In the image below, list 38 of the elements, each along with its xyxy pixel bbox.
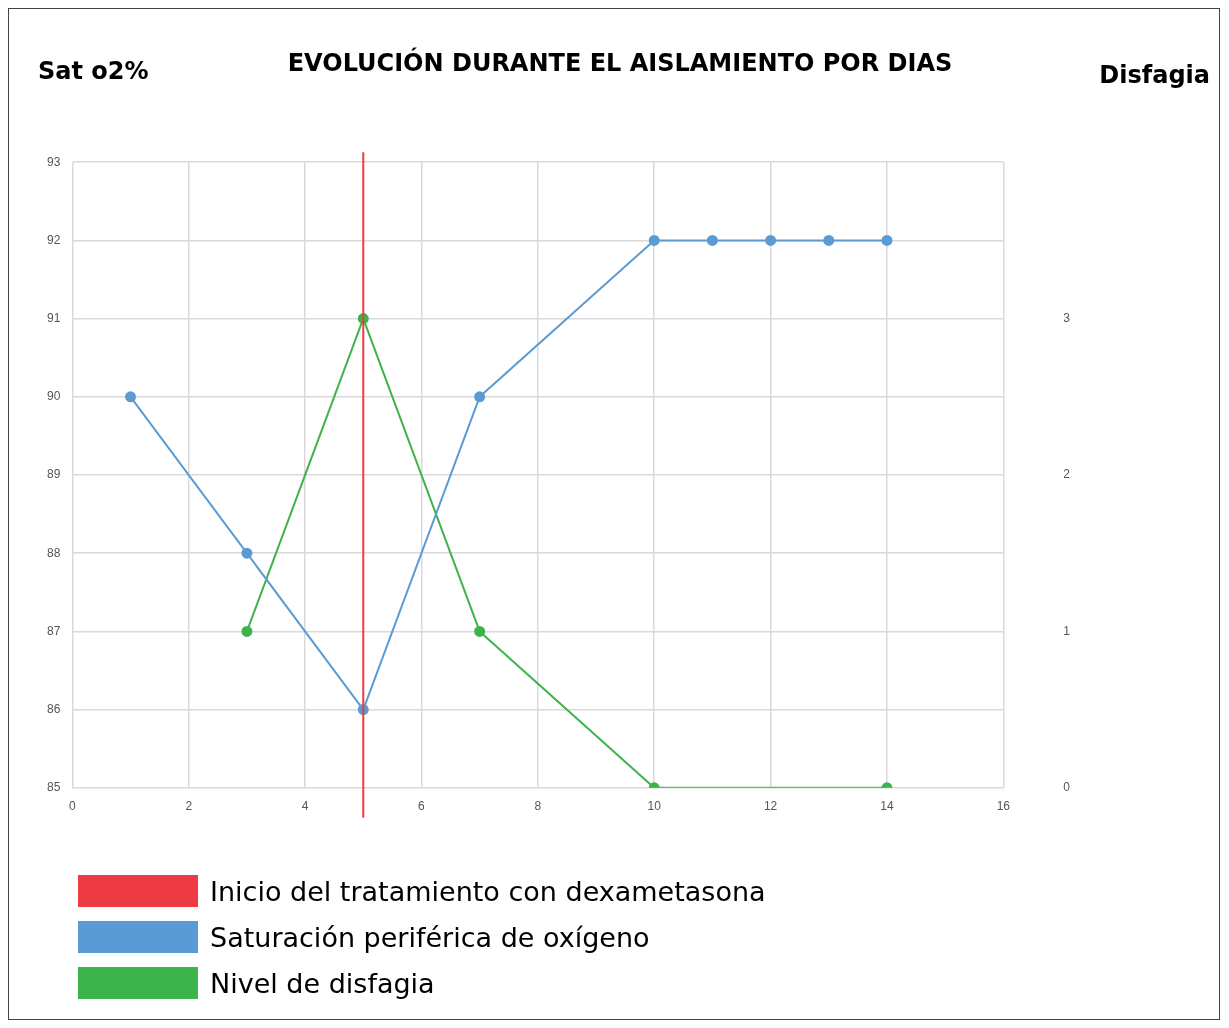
y2-axis-title: Disfagia bbox=[1099, 61, 1210, 89]
y-tick-label: 86 bbox=[46, 701, 61, 716]
y-tick-label: 88 bbox=[46, 545, 61, 560]
point bbox=[706, 234, 718, 246]
legend-label: Nivel de disfagia bbox=[210, 967, 435, 999]
point bbox=[474, 391, 486, 403]
point bbox=[648, 234, 660, 246]
point bbox=[125, 391, 137, 403]
x-tick-label: 6 bbox=[418, 799, 426, 814]
x-tick-label: 4 bbox=[301, 799, 309, 814]
x-tick-label: 12 bbox=[763, 799, 778, 814]
y-tick-label: 90 bbox=[46, 389, 61, 404]
y-tick-label: 85 bbox=[46, 780, 61, 795]
chart-title: EVOLUCIÓN DURANTE EL AISLAMIENTO POR DIAS bbox=[287, 49, 953, 77]
x-tick-label: 8 bbox=[534, 799, 542, 814]
point bbox=[765, 234, 777, 246]
point bbox=[474, 625, 486, 637]
y2-tick-label: 3 bbox=[1063, 310, 1071, 325]
point bbox=[823, 234, 835, 246]
x-tick-label: 2 bbox=[185, 799, 193, 814]
y-axis-title: Sat o2% bbox=[38, 57, 149, 85]
point bbox=[241, 625, 253, 637]
y2-tick-label: 1 bbox=[1063, 623, 1071, 638]
y2-tick-label: 2 bbox=[1063, 467, 1071, 482]
x-tick-label: 0 bbox=[69, 799, 76, 814]
point bbox=[881, 234, 893, 246]
y-tick-label: 89 bbox=[46, 467, 61, 482]
x-tick-label: 16 bbox=[996, 799, 1011, 814]
y-tick-label: 92 bbox=[46, 232, 61, 247]
legend-label: Saturación periférica de oxígeno bbox=[210, 921, 650, 953]
y-tick-label: 91 bbox=[46, 310, 61, 325]
point bbox=[241, 547, 253, 559]
y-tick-label: 87 bbox=[46, 623, 61, 638]
y2-tick-label: 0 bbox=[1063, 780, 1071, 795]
x-tick-label: 14 bbox=[880, 799, 894, 814]
y-tick-label: 93 bbox=[46, 154, 61, 169]
x-tick-label: 10 bbox=[647, 799, 662, 814]
legend-label: Inicio del tratamiento con dexametasona bbox=[210, 875, 766, 907]
